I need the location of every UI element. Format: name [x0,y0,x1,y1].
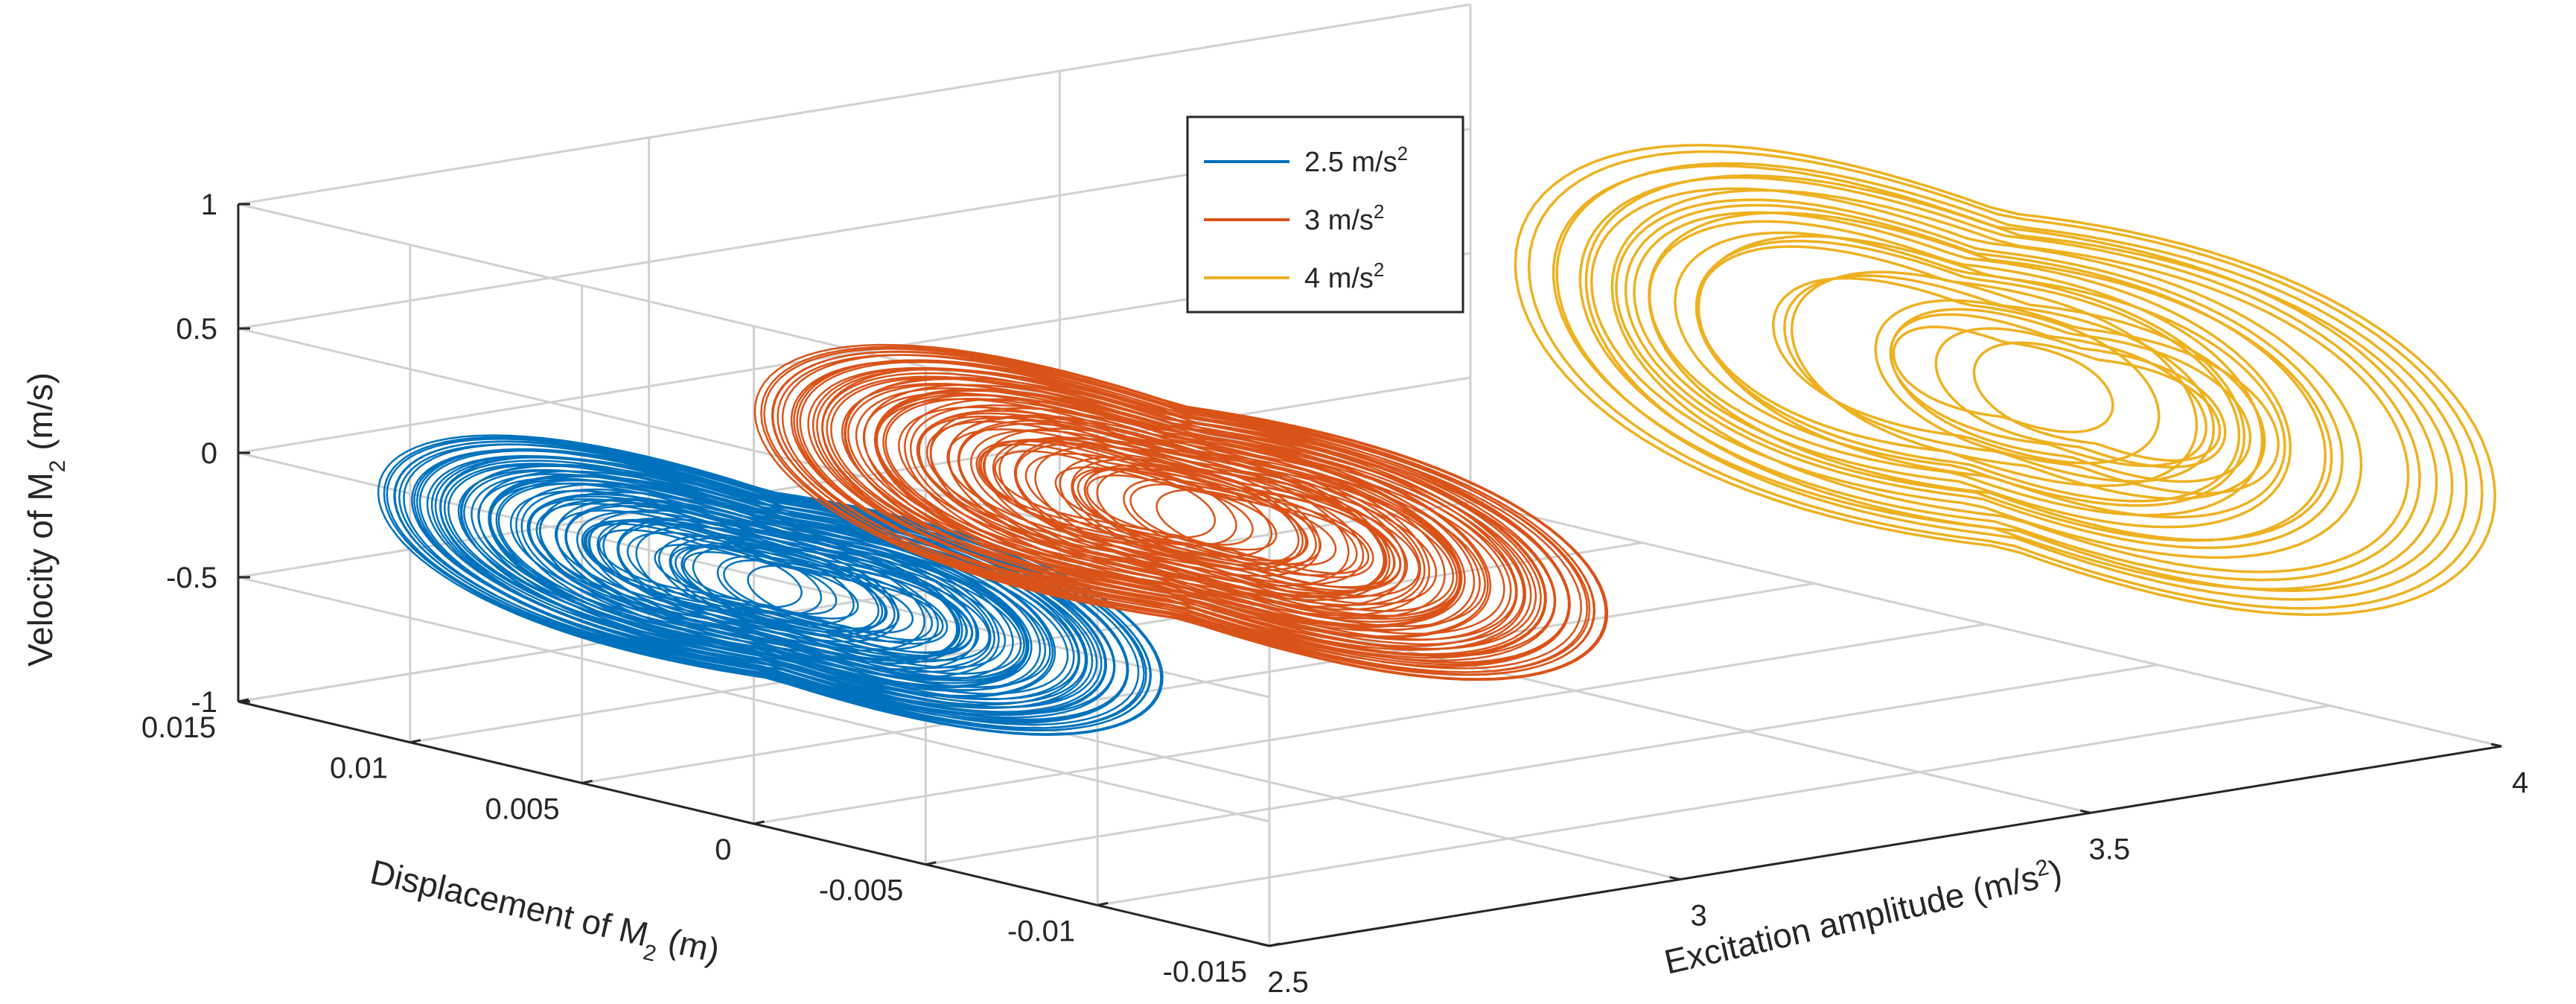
y-tick-label: -0.01 [1007,915,1075,947]
series-layer [377,144,2496,737]
legend: 2.5 m/s2 3 m/s2 4 m/s2 [1186,115,1464,314]
z-tick-label: -1 [191,686,217,719]
trajectory-line [753,343,1609,681]
legend-label-4: 4 m/s2 [1304,258,1384,294]
legend-entry: 4 m/s2 [1204,258,1384,294]
x-tick-mark [1669,876,1680,881]
y-tick-label: -0.005 [819,874,903,907]
x-tick-mark [2080,809,2091,814]
y-tick-mark [925,861,937,866]
series-3 [753,343,1609,681]
x-tick-mark [1258,942,1270,947]
y-tick-mark [753,820,765,825]
z-tick-label: 0.5 [176,313,217,346]
y-tick-mark [1269,942,1281,947]
legend-label-3: 3 m/s2 [1304,200,1384,236]
x-axis-label: Excitation amplitude (m/s2) [1660,852,2065,982]
y-tick-mark [1097,901,1109,906]
y-tick-mark [409,739,421,744]
floor-grid-y [753,623,1986,825]
z-tick-label: 1 [201,188,217,221]
z-tick-label: -0.5 [166,562,217,594]
y-tick-label: 0.01 [330,752,388,785]
tick-labels: 2.5 3 3.5 4 0.015 0.01 0.005 0 -0.005 -0.01 -0.015… [141,188,2528,999]
trajectory-line [1514,144,2496,617]
z-tick-label: 0 [201,437,217,470]
legend-entry: 2.5 m/s2 [1204,142,1408,178]
floor-grid-y [925,664,2158,866]
legend-label-2.5: 2.5 m/s2 [1304,142,1408,178]
legend-entry: 3 m/s2 [1204,200,1384,236]
z-axis-label: Velocity of M2 (m/s) [21,372,70,667]
y-tick-label: 0.015 [141,711,216,744]
back-grid-z [237,3,1471,206]
y-tick-label: 0.005 [485,792,560,825]
back-grid-z [237,501,1471,703]
series-4 [1514,144,2496,617]
x-axis-line [1269,745,2502,947]
x-tick-mark [2490,743,2502,748]
side-grid-z [237,451,1270,699]
y-tick-mark [581,779,593,784]
y-axis-label: Displacement of M2 (m) [365,852,724,980]
floor-grid-y [1097,704,2330,906]
axes [237,203,2502,947]
y-tick-label: -0.015 [1163,956,1247,988]
x-tick-label: 4 [2512,766,2528,799]
trajectory-line [377,434,1164,737]
series-2.5 [377,434,1164,737]
x-tick-label: 3 [1691,900,1707,932]
floor-grid-y [581,582,1814,784]
x-tick-label: 3.5 [2089,833,2131,865]
y-tick-label: 0 [715,833,731,866]
side-grid-z [237,576,1270,823]
legend-box [1186,115,1464,314]
x-tick-label: 2.5 [1267,966,1309,999]
